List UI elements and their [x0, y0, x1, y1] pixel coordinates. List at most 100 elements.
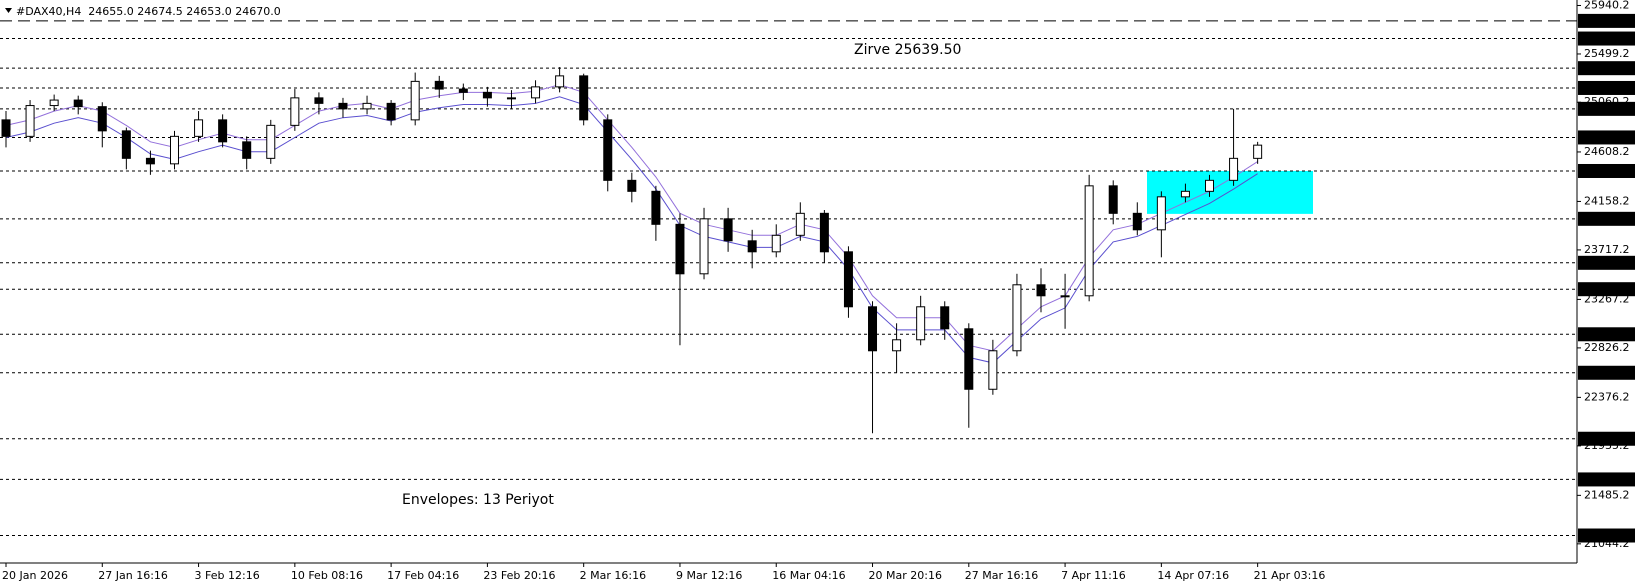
y-tick-label: 25940.2 [1584, 0, 1630, 11]
x-tick-label: 27 Jan 16:16 [98, 569, 168, 582]
candle-body [1229, 157, 1239, 181]
header-arrow [5, 8, 12, 13]
x-tick-label: 3 Feb 12:16 [195, 569, 260, 582]
envelope-line [5, 84, 1258, 352]
level-label-box [1578, 61, 1635, 76]
level-label: 24000.0 [1582, 212, 1628, 225]
candle-body [771, 234, 781, 253]
level-label-box [1578, 130, 1635, 145]
candle-body [1060, 295, 1070, 298]
level-label-box [1578, 163, 1635, 178]
candle-body [266, 124, 276, 159]
candle-body [73, 99, 83, 108]
candle-body [988, 350, 998, 390]
candle-body [242, 141, 252, 159]
x-tick-label: 17 Feb 04:16 [387, 569, 459, 582]
y-tick-label: 24158.2 [1584, 194, 1630, 207]
candle-body [121, 130, 131, 159]
x-tick-label: 10 Feb 08:16 [291, 569, 363, 582]
level-label-box [1578, 282, 1635, 297]
y-tick-label: 25499.2 [1584, 47, 1630, 60]
candle-body [843, 251, 853, 308]
candle-body [940, 306, 950, 330]
y-tick-label: 24608.2 [1584, 145, 1630, 158]
x-tick-label: 21 Apr 03:16 [1254, 569, 1326, 582]
candle-body [964, 328, 974, 390]
x-tick-label: 23 Feb 20:16 [483, 569, 555, 582]
level-label-box [1578, 472, 1635, 487]
candle-body [531, 86, 541, 99]
candle-body [868, 306, 878, 352]
candle-body [218, 119, 228, 143]
level-label-box [1578, 101, 1635, 116]
level-label: 25000.0 [1582, 102, 1628, 115]
candle-body [1036, 284, 1046, 297]
level-label-box [1578, 327, 1635, 342]
candle-body [290, 97, 300, 126]
envelope-line [5, 96, 1258, 364]
level-label: 25639.5 [1582, 32, 1628, 45]
level-label: 24740.0 [1582, 130, 1628, 143]
candle-body [169, 135, 179, 165]
level-label-box [1578, 31, 1635, 46]
candle-body [97, 106, 107, 132]
x-tick-label: 20 Mar 20:16 [869, 569, 942, 582]
candle-body [555, 75, 565, 88]
level-label: 25370.0 [1582, 61, 1628, 74]
level-label: 23600.0 [1582, 256, 1628, 269]
candle-body [1012, 284, 1022, 352]
x-tick-label: 7 Apr 11:16 [1061, 569, 1126, 582]
candle-body [410, 80, 420, 121]
candle-body [506, 97, 516, 100]
level-label: 25190.0 [1582, 81, 1628, 94]
candle-body [627, 179, 637, 192]
candle-body [603, 119, 613, 181]
x-tick-label: 16 Mar 04:16 [772, 569, 845, 582]
candle-body [747, 240, 757, 253]
level-label: 22950.0 [1582, 327, 1628, 340]
annotation: Envelopes: 13 Periyot [402, 492, 554, 508]
candle-body [1084, 185, 1094, 297]
candle-body [723, 218, 733, 242]
header: #DAX40,H4 24655.0 24674.5 24653.0 24670.… [16, 5, 281, 18]
y-tick-label: 22376.2 [1584, 390, 1630, 403]
level-label-box [1578, 365, 1635, 380]
candle-body [1180, 190, 1190, 198]
level-label-box [1578, 528, 1635, 543]
candle-body [1, 119, 11, 137]
y-tick-label: 21485.2 [1584, 488, 1630, 501]
level-label-box [1578, 211, 1635, 226]
level-label-box [1578, 13, 1635, 28]
x-tick-label: 2 Mar 16:16 [580, 569, 646, 582]
candle-body [1156, 196, 1166, 231]
level-label: 24435.0 [1582, 164, 1628, 177]
candle-body [194, 119, 204, 137]
level-label-box [1578, 255, 1635, 270]
level-label: 22600.0 [1582, 366, 1628, 379]
x-tick-label: 27 Mar 16:16 [965, 569, 1038, 582]
candle-body [1253, 144, 1263, 159]
x-tick-label: 20 Jan 2026 [2, 569, 68, 582]
x-tick-label: 14 Apr 07:16 [1157, 569, 1229, 582]
candle-body [458, 88, 468, 93]
candle-body [362, 102, 372, 110]
level-label: 22000.0 [1582, 432, 1628, 445]
candle-body [892, 339, 902, 352]
y-tick-label: 23717.2 [1584, 243, 1630, 256]
annotation: Zirve 25639.50 [854, 42, 961, 58]
candle-body [579, 75, 589, 121]
candle-body [1205, 179, 1214, 192]
candle-body [482, 91, 492, 99]
candle-body [819, 212, 829, 253]
candle-body [145, 157, 155, 165]
level-layer [0, 20, 1577, 537]
candle-body [699, 218, 709, 275]
candle-layer [1, 67, 1263, 434]
level-label: 21630.0 [1582, 472, 1628, 485]
candle-body [338, 102, 348, 110]
level-label-box [1578, 431, 1635, 446]
candle-body [795, 212, 805, 236]
